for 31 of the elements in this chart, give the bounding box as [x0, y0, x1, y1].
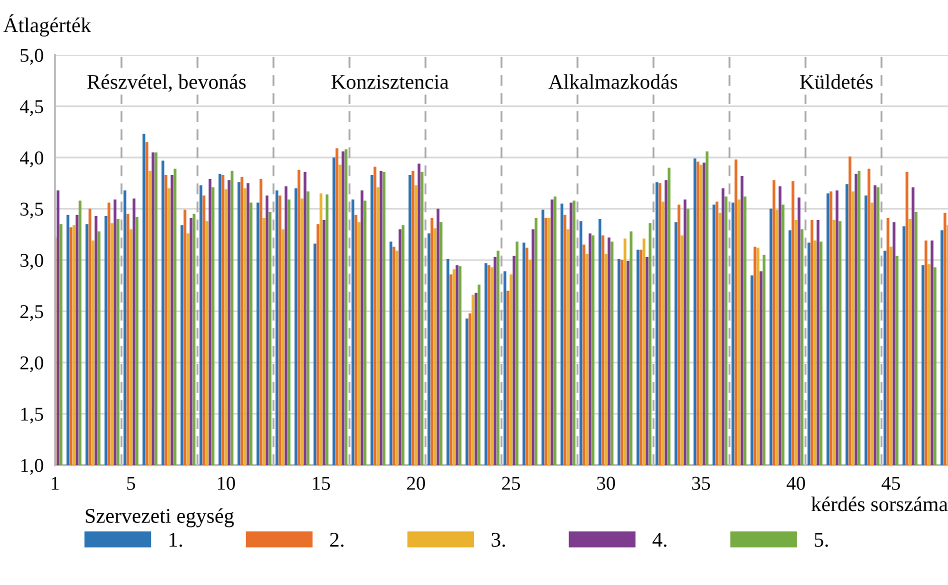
annotation: Alkalmazkodás	[548, 74, 678, 89]
x-tick-label: 10	[218, 476, 235, 490]
x-tick-label: 15	[312, 476, 330, 490]
x-tick-label: 35	[692, 476, 710, 490]
x-tick-label: 5	[127, 476, 136, 490]
legend-label: 1.	[170, 532, 182, 547]
x-tick-label: 25	[502, 476, 520, 490]
y-tick-label: 2,5	[20, 305, 44, 322]
x-axis-title: kérdés sorszáma	[811, 496, 948, 512]
legend-label: 4.	[652, 532, 666, 547]
annotation: Konzisztencia	[331, 74, 449, 89]
legend-title: Szervezeti egység	[86, 508, 234, 528]
y-tick-label: 5,0	[20, 48, 44, 65]
x-tick-label: 20	[407, 476, 425, 490]
y-tick-label: 3,0	[20, 254, 44, 270]
y-tick-label: 1,5	[21, 408, 44, 424]
x-tick-label: 1	[52, 476, 59, 490]
y-tick-label: 1,0	[21, 458, 44, 475]
legend-label: 2.	[330, 532, 344, 547]
y-tick-label: 2,0	[20, 356, 44, 372]
x-tick-label: 40	[786, 476, 805, 490]
y-tick-label: 4,0	[20, 151, 44, 168]
x-tick-label: 45	[882, 476, 900, 490]
legend-label: 5.	[814, 532, 828, 547]
x-tick-label: 30	[597, 476, 615, 490]
legend-label: 3.	[492, 532, 505, 547]
y-tick-label: 3,5	[20, 202, 44, 219]
annotation: Részvétel, bevonás	[87, 74, 246, 92]
y-axis-title: Átlagérték	[3, 14, 92, 37]
annotation: Küldetés	[800, 74, 873, 89]
y-tick-label: 4,5	[20, 100, 44, 116]
